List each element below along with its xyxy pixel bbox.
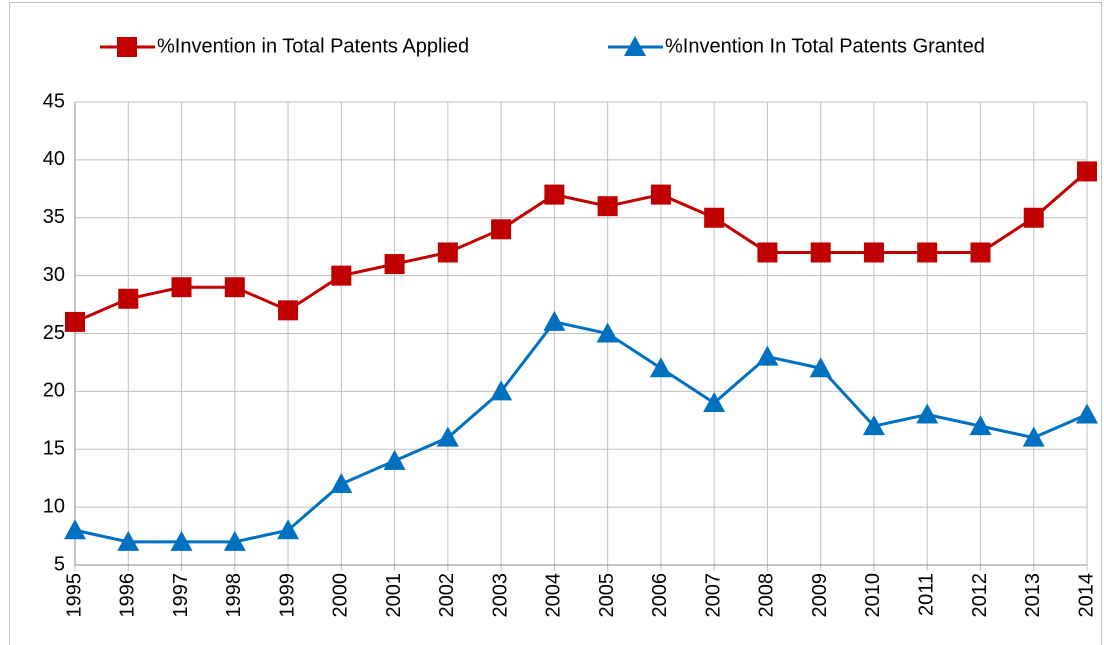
- data-point: [596, 322, 619, 343]
- data-point: [170, 530, 193, 551]
- data-point: [118, 288, 139, 309]
- data-point: [863, 242, 884, 263]
- legend-marker: [624, 36, 646, 56]
- data-point: [436, 426, 459, 447]
- data-point: [224, 277, 245, 298]
- x-tick-label: 2005: [596, 573, 618, 618]
- x-tick-label: 1995: [63, 573, 85, 618]
- series-line: [74, 320, 1088, 544]
- data-point: [490, 380, 513, 401]
- data-point: [544, 184, 565, 205]
- data-point: [437, 242, 458, 263]
- data-point: [862, 415, 885, 436]
- x-tick-label: 1996: [117, 573, 139, 618]
- x-tick-label: 2004: [543, 573, 565, 618]
- y-tick-label: 10: [43, 495, 65, 517]
- data-point: [383, 449, 406, 470]
- data-point: [491, 219, 512, 240]
- y-tick-label: 35: [43, 206, 65, 228]
- data-point: [756, 345, 779, 366]
- data-point: [704, 207, 725, 228]
- y-tick-label: 5: [54, 553, 65, 575]
- x-tick-label: 2014: [1075, 573, 1097, 618]
- x-tick-label: 2013: [1022, 573, 1044, 618]
- data-point: [223, 530, 246, 551]
- data-point: [543, 310, 566, 331]
- legend-label: %Invention In Total Patents Granted: [665, 35, 985, 57]
- x-tick-label: 2003: [489, 573, 511, 618]
- y-tick-label: 20: [43, 380, 65, 402]
- x-tick-label: 2001: [383, 573, 405, 618]
- data-point: [1077, 161, 1097, 182]
- x-tick-label: 2009: [809, 573, 831, 618]
- x-tick-label: 1997: [170, 573, 192, 618]
- data-point: [597, 196, 618, 217]
- data-point: [916, 403, 939, 424]
- x-tick-label: 2011: [915, 573, 937, 616]
- y-tick-label: 30: [43, 264, 65, 286]
- data-point: [277, 519, 300, 540]
- data-point: [171, 277, 192, 298]
- data-point: [809, 357, 832, 378]
- legend-label: %Invention in Total Patents Applied: [157, 35, 469, 57]
- x-tick-label: 2002: [436, 573, 458, 618]
- x-tick-label: 2010: [862, 573, 884, 618]
- data-point: [64, 519, 86, 540]
- data-point: [650, 184, 671, 205]
- data-point: [331, 265, 352, 286]
- x-tick-label: 2006: [649, 573, 671, 618]
- chart-border: [9, 2, 1102, 645]
- data-point: [330, 472, 353, 493]
- data-point: [117, 530, 140, 551]
- data-point: [969, 415, 992, 436]
- x-tick-label: 1998: [223, 573, 245, 618]
- y-tick-label: 25: [43, 322, 65, 344]
- x-tick-label: 2008: [756, 573, 778, 618]
- x-tick-label: 2000: [330, 573, 352, 618]
- data-point: [1076, 403, 1098, 424]
- data-point: [384, 254, 405, 275]
- x-tick-label: 2007: [702, 573, 724, 618]
- y-tick-label: 15: [43, 438, 65, 460]
- data-point: [703, 391, 726, 412]
- data-point: [1023, 207, 1044, 228]
- data-point: [970, 242, 991, 263]
- data-point: [278, 300, 299, 321]
- data-point: [1022, 426, 1045, 447]
- data-point: [649, 357, 672, 378]
- y-tick-label: 45: [43, 90, 65, 112]
- x-tick-label: 1999: [276, 573, 298, 618]
- data-point: [917, 242, 938, 263]
- legend-marker: [117, 37, 137, 57]
- data-point: [810, 242, 831, 263]
- data-point: [65, 311, 85, 332]
- x-tick-label: 2012: [969, 573, 991, 618]
- data-point: [757, 242, 778, 263]
- y-tick-label: 40: [43, 148, 65, 170]
